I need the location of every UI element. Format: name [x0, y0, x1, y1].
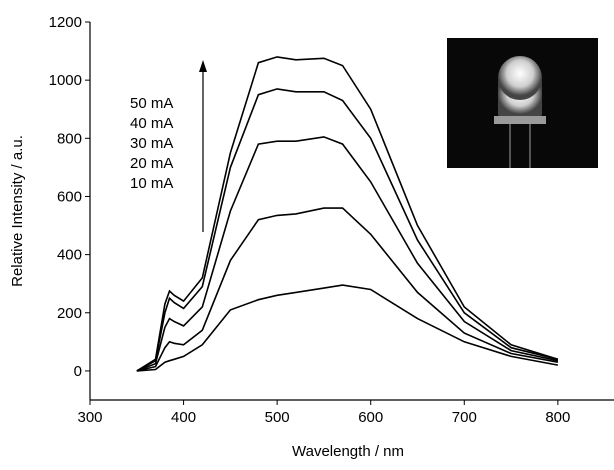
x-tick-label: 400: [171, 409, 196, 426]
y-axis-label: Relative Intensity / a.u.: [9, 135, 26, 287]
y-tick-label: 0: [74, 363, 82, 380]
series-line: [136, 88, 559, 372]
x-tick-label: 600: [358, 409, 383, 426]
y-tick-label: 200: [57, 305, 82, 322]
y-tick-label: 800: [57, 130, 82, 147]
arrow: [199, 60, 207, 232]
inset-photo: [447, 38, 598, 168]
x-tick-label: 800: [545, 409, 570, 426]
series-line: [136, 56, 559, 372]
y-tick-label: 1000: [49, 72, 82, 89]
x-tick-label: 300: [77, 409, 102, 426]
x-axis-label: Wavelength / nm: [292, 443, 404, 460]
legend-label: 20 mA: [130, 155, 173, 172]
x-tick-label: 700: [452, 409, 477, 426]
y-tick-label: 600: [57, 188, 82, 205]
x-tick-label: 500: [265, 409, 290, 426]
y-tick-label: 400: [57, 247, 82, 264]
legend-label: 30 mA: [130, 135, 173, 152]
series-line: [136, 136, 559, 372]
legend-label: 40 mA: [130, 115, 173, 132]
series-line: [136, 207, 559, 372]
legend-label: 50 mA: [130, 95, 173, 112]
series-line: [136, 284, 559, 372]
y-tick-label: 1200: [49, 14, 82, 31]
legend-label: 10 mA: [130, 175, 173, 192]
